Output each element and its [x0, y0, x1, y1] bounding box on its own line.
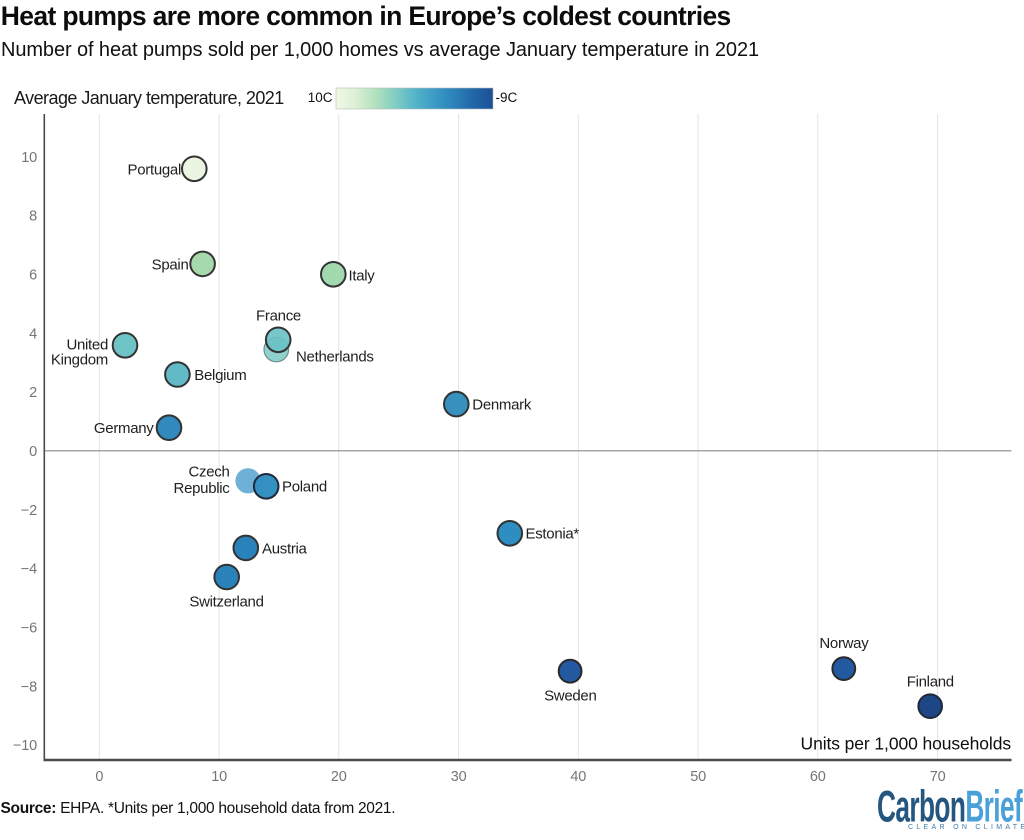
svg-text:Estonia*: Estonia* [526, 526, 580, 543]
svg-text:30: 30 [451, 769, 467, 785]
svg-text:10: 10 [21, 150, 37, 166]
svg-text:10C: 10C [308, 90, 333, 105]
svg-text:10: 10 [211, 769, 227, 785]
svg-text:Kingdom: Kingdom [51, 352, 108, 369]
svg-text:Norway: Norway [819, 635, 869, 652]
svg-text:Units per 1,000 households: Units per 1,000 households [801, 734, 1012, 754]
svg-text:Netherlands: Netherlands [296, 349, 374, 366]
svg-text:Source: EHPA. *Units per 1,000: Source: EHPA. *Units per 1,000 household… [1, 800, 396, 817]
svg-text:0: 0 [95, 769, 103, 785]
svg-text:4: 4 [29, 326, 37, 342]
svg-text:−8: −8 [21, 679, 37, 695]
svg-text:France: France [256, 307, 301, 324]
svg-text:Republic: Republic [174, 480, 231, 497]
svg-text:70: 70 [930, 769, 946, 785]
svg-text:Number of heat pumps sold per: Number of heat pumps sold per 1,000 home… [1, 39, 759, 61]
svg-text:0: 0 [29, 444, 37, 460]
svg-text:Austria: Austria [262, 540, 308, 557]
svg-text:Sweden: Sweden [544, 688, 596, 705]
svg-text:−2: −2 [21, 503, 37, 519]
svg-text:8: 8 [29, 209, 37, 225]
svg-text:20: 20 [331, 769, 347, 785]
svg-text:Czech: Czech [188, 464, 229, 481]
svg-text:Heat pumps are more common in: Heat pumps are more common in Europe’s c… [1, 1, 731, 31]
svg-text:Average January temperature, 2: Average January temperature, 2021 [14, 88, 284, 108]
svg-text:60: 60 [810, 769, 826, 785]
svg-text:6: 6 [29, 268, 37, 284]
svg-text:Poland: Poland [282, 479, 327, 496]
svg-text:CarbonBrief: CarbonBrief [877, 781, 1023, 831]
svg-text:-9C: -9C [496, 90, 518, 105]
svg-text:2: 2 [29, 385, 37, 401]
svg-text:United: United [66, 336, 108, 353]
svg-text:Finland: Finland [907, 674, 954, 691]
svg-text:Spain: Spain [152, 257, 189, 274]
svg-text:Germany: Germany [94, 420, 154, 437]
svg-text:−10: −10 [13, 738, 37, 754]
svg-text:Portugal: Portugal [128, 161, 181, 178]
svg-text:Switzerland: Switzerland [189, 593, 263, 610]
svg-text:Italy: Italy [349, 267, 376, 284]
svg-text:40: 40 [570, 769, 586, 785]
svg-text:CLEAR ON CLIMATE: CLEAR ON CLIMATE [908, 824, 1024, 831]
svg-text:−6: −6 [21, 621, 37, 637]
svg-text:Belgium: Belgium [194, 367, 246, 384]
svg-text:Denmark: Denmark [472, 397, 532, 414]
svg-text:−4: −4 [21, 562, 37, 578]
svg-text:50: 50 [690, 769, 706, 785]
